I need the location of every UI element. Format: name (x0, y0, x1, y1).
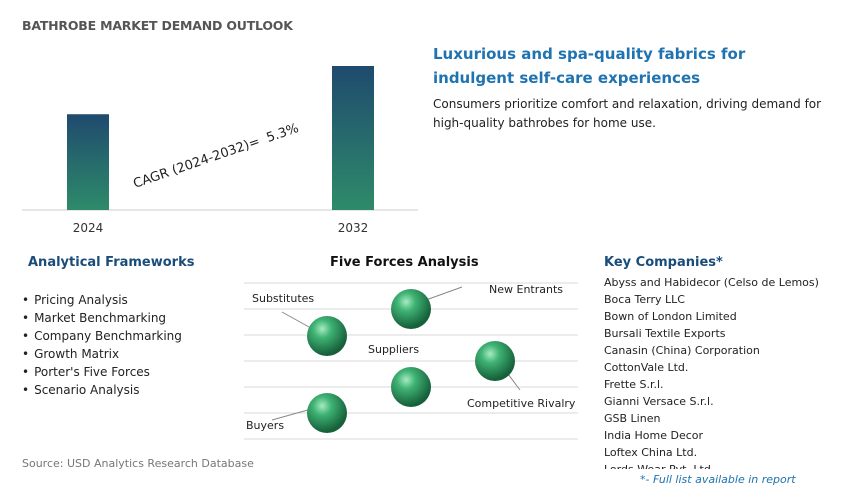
company-item: GSB Linen (604, 412, 661, 425)
label-substitutes: Substitutes (252, 292, 314, 305)
bar-2032 (332, 66, 374, 210)
source-note: Source: USD Analytics Research Database (22, 457, 254, 470)
sphere-new-entrants (391, 289, 431, 329)
cagr-annotation: CAGR (2024-2032)=5.3% (131, 121, 300, 192)
cagr-label: CAGR (2024-2032)= (131, 134, 262, 191)
five-forces-title: Five Forces Analysis (330, 255, 479, 270)
full-list-note[interactable]: *- Full list available in report (640, 473, 796, 486)
headline: Luxurious and spa-quality fabrics for in… (433, 45, 746, 87)
label-competitive-rivalry: Competitive Rivalry (467, 397, 576, 410)
framework-item: Porter's Five Forces (22, 363, 182, 381)
company-item: India Home Decor (604, 429, 704, 442)
bar-2024 (67, 114, 109, 210)
companies-scroll-box[interactable]: Abyss and Habidecor (Celso de Lemos) Boc… (604, 274, 834, 469)
framework-item: Pricing Analysis (22, 291, 182, 309)
company-item: Bown of London Limited (604, 310, 737, 323)
company-item: CottonVale Ltd. (604, 361, 689, 374)
description: Consumers prioritize comfort and relaxat… (433, 97, 822, 130)
company-item: Frette S.r.l. (604, 378, 664, 391)
company-item: Abyss and Habidecor (Celso de Lemos) (604, 276, 819, 289)
connector-lines (271, 286, 521, 421)
label-new-entrants: New Entrants (489, 283, 563, 296)
grid-lines (244, 282, 578, 440)
company-item: Canasin (China) Corporation (604, 344, 760, 357)
company-item: Lords Wear Pvt. Ltd. (604, 461, 834, 469)
company-item: Boca Terry LLC (604, 293, 685, 306)
company-item: Gianni Versace S.r.l. (604, 395, 714, 408)
companies-list: Abyss and Habidecor (Celso de Lemos) Boc… (604, 274, 834, 469)
framework-item: Growth Matrix (22, 345, 182, 363)
framework-item: Scenario Analysis (22, 381, 182, 399)
chart-title: BATHROBE MARKET DEMAND OUTLOOK (22, 18, 293, 33)
company-item: Bursali Textile Exports (604, 327, 726, 340)
sphere-buyers (307, 393, 347, 433)
frameworks-title: Analytical Frameworks (28, 255, 195, 270)
sphere-suppliers (391, 367, 431, 407)
cagr-value: 5.3% (265, 121, 301, 146)
sphere-substitutes (307, 316, 347, 356)
framework-item: Company Benchmarking (22, 327, 182, 345)
sphere-competitive-rivalry (475, 341, 515, 381)
bar-chart: 2024 2032 CAGR (2024-2032)=5.3% (22, 66, 418, 235)
x-tick-label: 2032 (338, 221, 369, 235)
label-buyers: Buyers (246, 419, 284, 432)
frameworks-list: Pricing Analysis Market Benchmarking Com… (22, 291, 182, 399)
label-suppliers: Suppliers (368, 343, 419, 356)
companies-title: Key Companies* (604, 255, 723, 270)
company-item: Loftex China Ltd. (604, 446, 698, 459)
framework-item: Market Benchmarking (22, 309, 182, 327)
x-tick-label: 2024 (73, 221, 104, 235)
